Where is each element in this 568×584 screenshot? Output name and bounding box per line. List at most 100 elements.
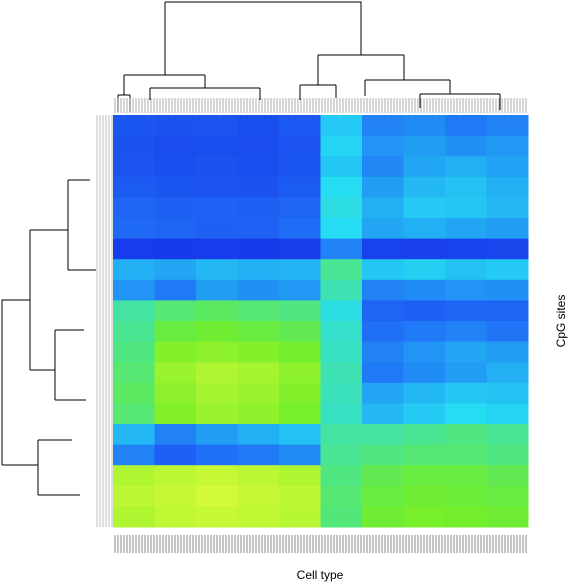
heatmap-cell bbox=[154, 156, 197, 178]
heatmap-cell bbox=[403, 176, 446, 198]
heatmap-cell bbox=[113, 115, 155, 137]
heatmap-cell bbox=[196, 341, 238, 363]
column-dendrogram bbox=[113, 1, 528, 113]
heatmap-cell bbox=[113, 135, 155, 157]
heatmap-cell bbox=[279, 321, 321, 343]
heatmap-cell bbox=[154, 279, 197, 301]
heatmap-cell bbox=[237, 485, 280, 507]
heatmap-cell bbox=[486, 465, 529, 487]
heatmap-cell bbox=[279, 197, 321, 219]
heatmap-cell bbox=[403, 259, 446, 281]
heatmap-cell bbox=[279, 300, 321, 322]
heatmap-cell bbox=[237, 382, 280, 404]
heatmap-cell bbox=[154, 135, 197, 157]
heatmap-cell bbox=[445, 115, 487, 137]
heatmap-cell bbox=[279, 135, 321, 157]
heatmap-cell bbox=[486, 218, 529, 240]
heatmap-cell bbox=[237, 135, 280, 157]
heatmap-cell bbox=[320, 156, 363, 178]
heatmap-cell bbox=[237, 444, 280, 466]
heatmap-cell bbox=[196, 362, 238, 384]
heatmap-cell bbox=[154, 321, 197, 343]
heatmap-cell bbox=[279, 218, 321, 240]
heatmap-cell bbox=[320, 197, 363, 219]
heatmap-cell bbox=[486, 156, 529, 178]
heatmap-cell bbox=[362, 238, 404, 260]
heatmap-cell bbox=[196, 321, 238, 343]
heatmap-cell bbox=[362, 341, 404, 363]
heatmap-cell bbox=[320, 341, 363, 363]
heatmap-cell bbox=[237, 465, 280, 487]
heatmap-cell bbox=[237, 218, 280, 240]
heatmap-cell bbox=[279, 279, 321, 301]
heatmap-cell bbox=[279, 156, 321, 178]
heatmap-cell bbox=[113, 485, 155, 507]
heatmap-cell bbox=[403, 135, 446, 157]
heatmap-cell bbox=[362, 259, 404, 281]
heatmap-cell bbox=[320, 362, 363, 384]
heatmap-cell bbox=[445, 259, 487, 281]
heatmap-cell bbox=[362, 176, 404, 198]
heatmap-cell bbox=[154, 506, 197, 528]
heatmap-cell bbox=[486, 135, 529, 157]
heatmap-cell bbox=[445, 485, 487, 507]
heatmap-cell bbox=[196, 259, 238, 281]
heatmap-cell bbox=[154, 115, 197, 137]
heatmap-cell bbox=[196, 176, 238, 198]
heatmap-cell bbox=[113, 444, 155, 466]
heatmap-cell bbox=[403, 506, 446, 528]
heatmap-cell bbox=[196, 115, 238, 137]
heatmap-cell bbox=[486, 362, 529, 384]
heatmap-cell bbox=[196, 197, 238, 219]
heatmap-cell bbox=[113, 403, 155, 425]
heatmap-cell bbox=[362, 403, 404, 425]
heatmap-cell bbox=[237, 115, 280, 137]
heatmap-cell bbox=[154, 218, 197, 240]
heatmap-cell bbox=[320, 238, 363, 260]
heatmap-cell bbox=[320, 259, 363, 281]
heatmap-cell bbox=[403, 218, 446, 240]
y-axis-title: CpG sites bbox=[554, 295, 568, 348]
heatmap-cell bbox=[445, 300, 487, 322]
heatmap-cell bbox=[196, 424, 238, 446]
heatmap-cell bbox=[403, 465, 446, 487]
heatmap-cell bbox=[445, 197, 487, 219]
heatmap-cell bbox=[154, 238, 197, 260]
heatmap-cell bbox=[403, 403, 446, 425]
heatmap-cell bbox=[154, 424, 197, 446]
heatmap-cell bbox=[320, 485, 363, 507]
heatmap-cell bbox=[196, 135, 238, 157]
heatmap-cell bbox=[486, 444, 529, 466]
heatmap-cell bbox=[113, 218, 155, 240]
heatmap-cell bbox=[113, 300, 155, 322]
heatmap-cell bbox=[362, 485, 404, 507]
heatmap-cell bbox=[486, 424, 529, 446]
heatmap-cell bbox=[113, 259, 155, 281]
heatmap-cell bbox=[279, 506, 321, 528]
heatmap-cell bbox=[279, 115, 321, 137]
heatmap-cell bbox=[320, 279, 363, 301]
heatmap-cell bbox=[113, 465, 155, 487]
heatmap-cell bbox=[362, 424, 404, 446]
heatmap-cell bbox=[113, 424, 155, 446]
x-axis-title: Cell type bbox=[297, 568, 344, 582]
heatmap-cell bbox=[237, 403, 280, 425]
heatmap-cell bbox=[113, 156, 155, 178]
heatmap-cell bbox=[403, 382, 446, 404]
heatmap-cell bbox=[445, 176, 487, 198]
row-dendrogram bbox=[1, 115, 113, 527]
heatmap-cell bbox=[113, 197, 155, 219]
heatmap-cell bbox=[486, 485, 529, 507]
heatmap-cell bbox=[320, 176, 363, 198]
heatmap-cell bbox=[445, 424, 487, 446]
heatmap-cell bbox=[113, 341, 155, 363]
heatmap-cell bbox=[445, 444, 487, 466]
heatmap-cell bbox=[320, 424, 363, 446]
heatmap-cell bbox=[154, 403, 197, 425]
heatmap-cell bbox=[362, 156, 404, 178]
heatmap-cell bbox=[486, 197, 529, 219]
heatmap-cell bbox=[113, 321, 155, 343]
heatmap-cell bbox=[362, 135, 404, 157]
column-labels bbox=[113, 535, 528, 553]
